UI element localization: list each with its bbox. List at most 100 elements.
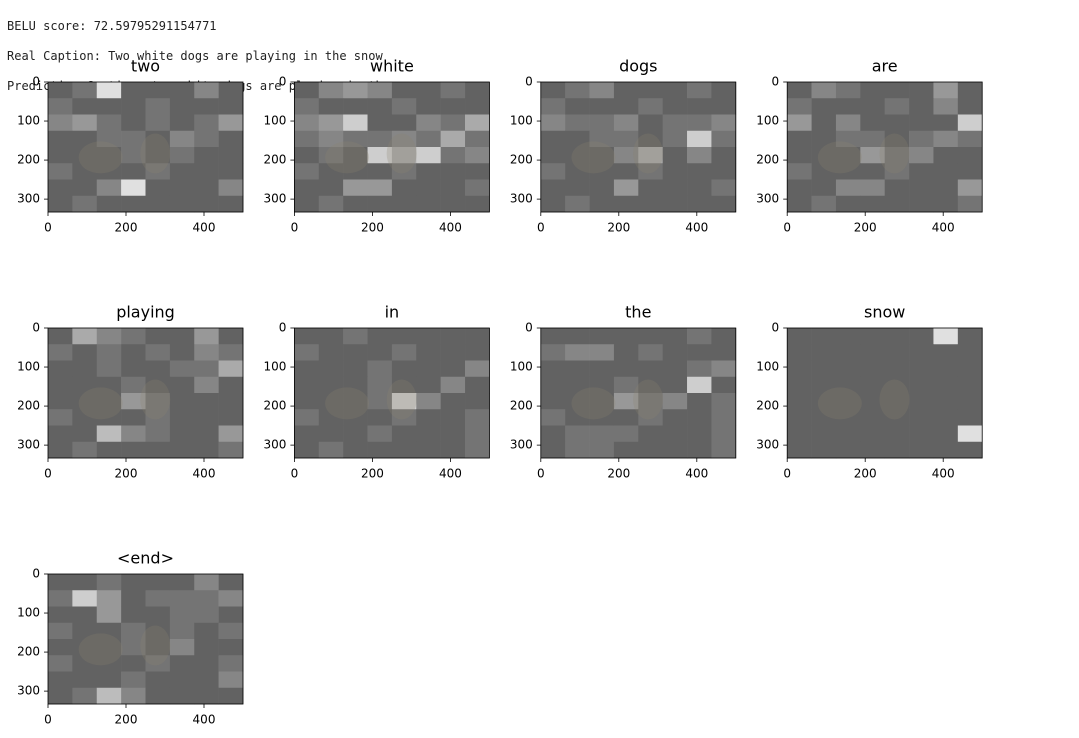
attention-cell <box>96 98 122 115</box>
attention-cell <box>957 195 983 213</box>
attention-cell <box>416 376 441 394</box>
attention-cell <box>662 328 688 345</box>
y-tick-label: 300 <box>263 438 286 452</box>
attention-cell <box>835 360 861 378</box>
axes-frame <box>47 81 244 213</box>
header-line: BELU score: 72.59795291154771 <box>7 19 217 33</box>
attention-cell <box>440 179 466 197</box>
attention-cell <box>835 130 861 148</box>
attention-cell <box>662 130 688 148</box>
y-tick-label: 200 <box>263 399 286 413</box>
attention-cell <box>662 195 688 213</box>
attention-cell <box>48 147 73 164</box>
attention-cell <box>687 163 712 180</box>
y-tick-label: 200 <box>17 153 40 167</box>
attention-cell <box>48 163 73 180</box>
y-tick-label: 200 <box>510 153 533 167</box>
y-tick-label: 100 <box>510 360 533 374</box>
attention-cell <box>72 574 98 591</box>
attention-cell <box>613 344 639 361</box>
attention-cell <box>96 130 122 148</box>
attention-cell <box>48 655 73 672</box>
attention-cell <box>218 195 244 213</box>
attention-cell <box>565 360 590 378</box>
x-tick-label: 200 <box>854 221 877 235</box>
attention-cell <box>565 344 590 361</box>
attention-cell <box>343 409 368 426</box>
attention-cell <box>367 179 393 197</box>
attention-cell <box>613 163 639 180</box>
attention-cell <box>589 130 615 148</box>
attention-cell <box>811 409 837 426</box>
attention-cell <box>589 360 615 378</box>
attention-cell <box>711 130 737 148</box>
attention-cell <box>367 130 393 148</box>
axes-frame <box>293 81 490 213</box>
attention-cell <box>711 163 737 180</box>
attention-cell <box>909 163 934 180</box>
attention-cell <box>884 195 910 213</box>
attention-cell <box>787 163 812 180</box>
header-line: Real Caption: Two white dogs are playing… <box>7 49 383 63</box>
attention-cell <box>638 179 663 197</box>
attention-cell <box>194 409 219 426</box>
attention-cell <box>121 130 146 148</box>
y-tick-label: 0 <box>525 75 533 89</box>
attention-cell <box>72 114 98 132</box>
attention-cell <box>416 163 441 180</box>
attention-cell <box>294 409 320 426</box>
attention-cell <box>318 82 344 99</box>
attention-cell <box>48 344 73 361</box>
attention-cell <box>218 671 244 689</box>
y-tick-label: 0 <box>772 321 780 335</box>
attention-cell <box>711 147 737 164</box>
attention-cell <box>440 344 466 361</box>
attention-cell <box>367 441 393 459</box>
attention-cell <box>169 130 195 148</box>
attention-cell <box>909 82 934 99</box>
attention-cell <box>465 393 490 410</box>
attention-cell <box>343 393 368 410</box>
attention-cell <box>343 344 368 361</box>
attention-cell <box>811 147 837 164</box>
attention-cell <box>169 622 195 640</box>
y-tick-label: 300 <box>510 192 533 206</box>
attention-cell <box>96 393 122 410</box>
dog-shape <box>571 387 616 420</box>
attention-cell <box>416 147 441 164</box>
attention-cell <box>72 393 98 410</box>
attention-cell <box>613 409 639 426</box>
attention-cell <box>540 441 566 459</box>
axes-frame <box>47 327 244 459</box>
attention-cell <box>711 195 737 213</box>
subplot: in 0 200 400 0 100 200 300 <box>263 303 490 481</box>
attention-cell <box>662 425 688 443</box>
attention-cell <box>72 606 98 624</box>
attention-cell <box>218 574 244 591</box>
attention-cell <box>121 606 146 624</box>
attention-cell <box>169 606 195 624</box>
attention-cell <box>169 590 195 607</box>
y-tick-label: 200 <box>17 399 40 413</box>
attention-cell <box>194 179 219 197</box>
attention-cell <box>565 393 590 410</box>
attention-cell <box>318 393 344 410</box>
attention-cell <box>589 393 615 410</box>
attention-cell <box>72 441 98 459</box>
attention-cell <box>194 114 219 132</box>
attention-cell <box>811 360 837 378</box>
attention-cell <box>711 376 737 394</box>
attention-cell <box>589 114 615 132</box>
attention-cell <box>787 114 812 132</box>
attention-cell <box>145 655 171 672</box>
attention-cell <box>884 441 910 459</box>
attention-cell <box>465 425 490 443</box>
y-tick-label: 100 <box>756 114 779 128</box>
attention-cell <box>465 147 490 164</box>
attention-cell <box>884 360 910 378</box>
attention-cell <box>440 376 466 394</box>
attention-cell <box>957 114 983 132</box>
attention-cell <box>638 376 663 394</box>
attention-cell <box>957 409 983 426</box>
subplot: are 0 200 400 0 100 200 300 <box>756 57 983 235</box>
